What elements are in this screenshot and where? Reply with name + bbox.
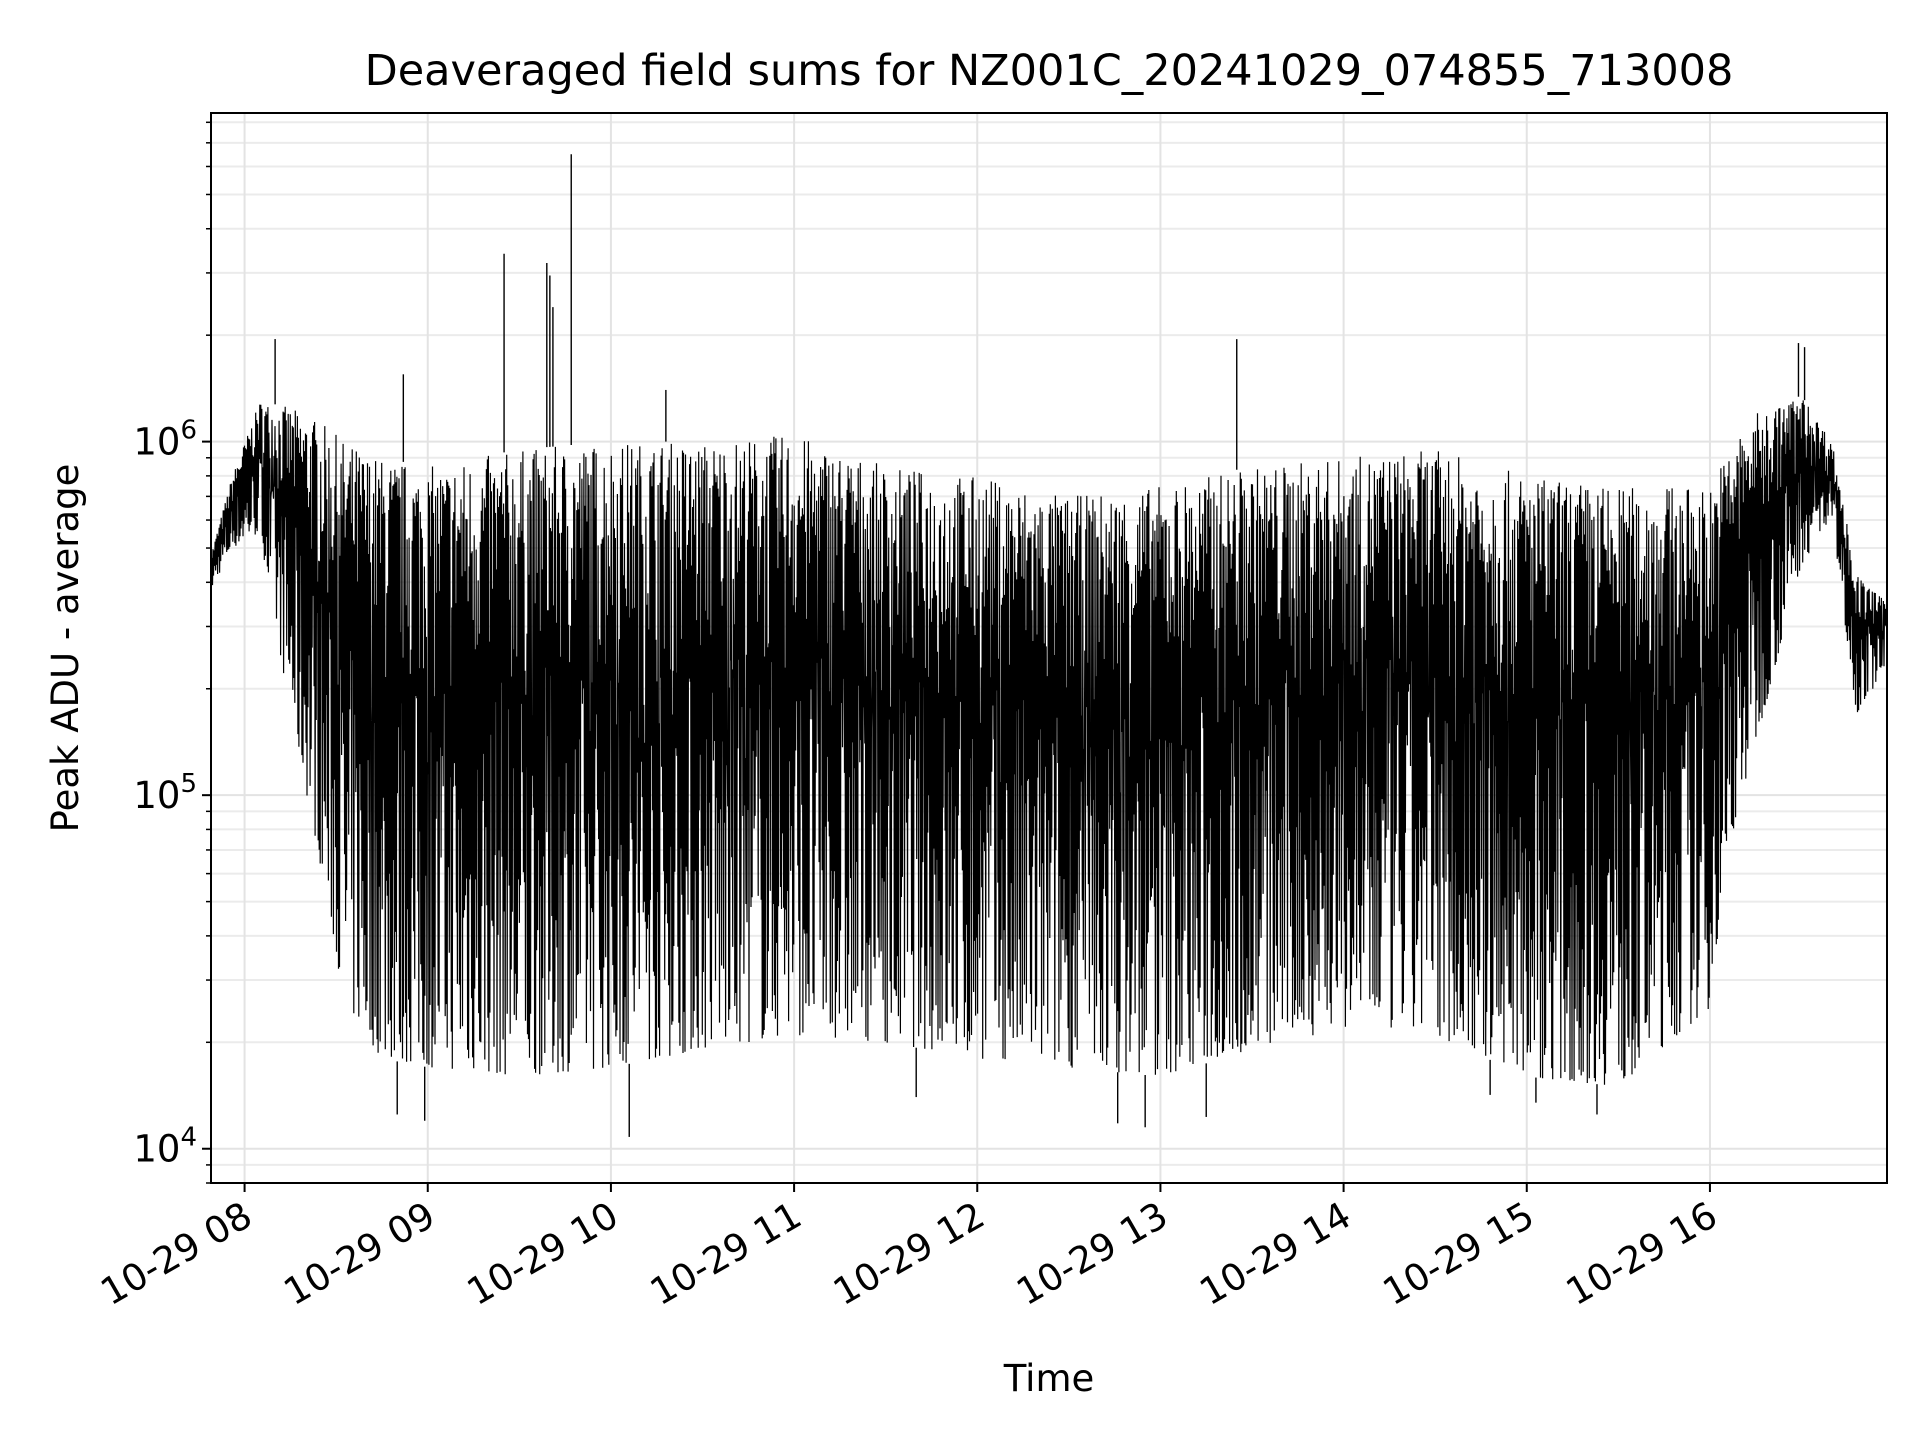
series-trace [210,400,1888,1085]
y-axis-ticks: 104 105 106 [133,121,211,1184]
y-tick-label: 106 [133,416,197,464]
plot-frame [210,112,1888,1184]
y-tick-label: 104 [133,1123,197,1171]
chart-title: Deaveraged field sums for NZ001C_2024102… [365,46,1734,96]
y-axis-label: Peak ADU - average [44,464,87,833]
x-axis-label: Time [1003,1357,1095,1400]
series-line [210,154,1888,1137]
y-tick-label: 105 [133,769,197,817]
